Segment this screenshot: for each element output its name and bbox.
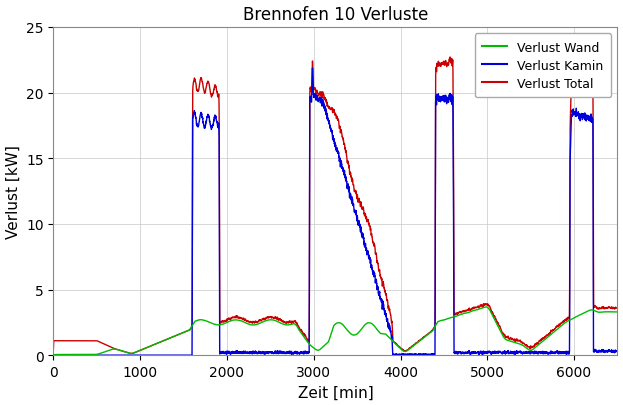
Verlust Total bbox=[180, 330, 188, 335]
Verlust Kamin bbox=[275, 350, 283, 355]
Line: Verlust Wand: Verlust Wand bbox=[54, 307, 623, 355]
Verlust Total bbox=[287, 319, 295, 324]
Verlust Kamin bbox=[309, 66, 316, 71]
Line: Verlust Total: Verlust Total bbox=[54, 58, 623, 354]
Verlust Wand bbox=[180, 330, 188, 335]
Verlust Total bbox=[275, 318, 283, 322]
Verlust Total bbox=[622, 333, 623, 338]
Verlust Wand bbox=[359, 326, 366, 330]
Verlust Wand bbox=[417, 337, 425, 342]
Title: Brennofen 10 Verluste: Brennofen 10 Verluste bbox=[243, 6, 428, 23]
Verlust Kamin bbox=[50, 353, 57, 358]
X-axis label: Zeit [min]: Zeit [min] bbox=[298, 384, 373, 399]
Verlust Wand bbox=[287, 322, 295, 327]
Verlust Wand bbox=[275, 320, 283, 325]
Verlust Total bbox=[128, 351, 135, 356]
Verlust Wand bbox=[119, 349, 126, 354]
Verlust Wand bbox=[622, 330, 623, 335]
Verlust Wand bbox=[50, 352, 57, 357]
Verlust Total bbox=[50, 345, 57, 350]
Verlust Total bbox=[417, 337, 425, 342]
Verlust Total bbox=[359, 207, 366, 211]
Verlust Kamin bbox=[359, 235, 366, 240]
Verlust Kamin bbox=[417, 352, 425, 357]
Verlust Kamin bbox=[287, 349, 295, 354]
Verlust Kamin bbox=[119, 353, 126, 358]
Verlust Kamin bbox=[622, 350, 623, 355]
Verlust Wand bbox=[482, 305, 490, 309]
Line: Verlust Kamin: Verlust Kamin bbox=[54, 69, 623, 355]
Y-axis label: Verlust [kW]: Verlust [kW] bbox=[6, 145, 21, 239]
Verlust Total bbox=[119, 349, 126, 354]
Verlust Total bbox=[446, 55, 454, 60]
Verlust Kamin bbox=[180, 353, 188, 358]
Legend: Verlust Wand, Verlust Kamin, Verlust Total: Verlust Wand, Verlust Kamin, Verlust Tot… bbox=[475, 34, 611, 98]
